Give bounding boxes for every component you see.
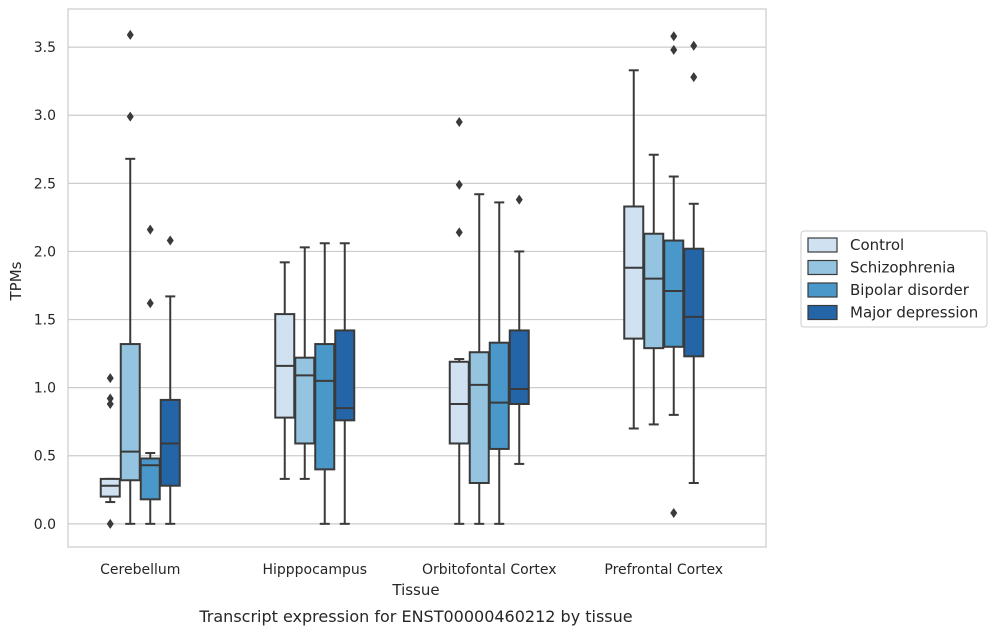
outlier-point	[126, 111, 134, 122]
legend: Control Schizophrenia Bipolar disorder Majo…	[800, 230, 988, 328]
outlier-point	[455, 117, 463, 128]
box-schizophrenia	[119, 29, 141, 525]
outlier-point	[690, 40, 698, 51]
outlier-point	[455, 227, 463, 238]
box-bipolar-disorder	[139, 224, 161, 525]
x-tick-label: Orbitofontal Cortex	[422, 562, 557, 578]
outlier-point	[455, 179, 463, 190]
outlier-point	[690, 72, 698, 83]
box-iqr	[643, 232, 665, 350]
chart-caption: Transcript expression for ENST0000046021…	[198, 607, 632, 626]
y-tick-label: 3.0	[34, 108, 56, 124]
x-tick-label: Prefrontal Cortex	[604, 562, 723, 578]
box-iqr	[334, 329, 356, 422]
box-major-depression	[159, 235, 181, 525]
outlier-point	[515, 194, 523, 205]
box-iqr	[623, 205, 645, 340]
box-schizophrenia	[643, 153, 665, 426]
x-axis-ticks: Cerebellum Hipppocampus Orbitofontal Corte…	[100, 562, 723, 578]
box-iqr	[99, 477, 121, 498]
outlier-point	[106, 393, 114, 404]
outlier-point	[126, 29, 134, 40]
outlier-point	[146, 298, 154, 309]
legend-label: Control	[850, 236, 904, 254]
y-tick-label: 3.5	[34, 40, 56, 56]
box-bipolar-disorder	[663, 31, 685, 518]
legend-swatch	[807, 282, 838, 298]
y-tick-label: 2.0	[34, 244, 56, 260]
box-iqr	[683, 247, 705, 358]
box-iqr	[448, 360, 470, 445]
box-schizophrenia	[468, 193, 490, 525]
outlier-point	[106, 373, 114, 384]
box-major-depression	[683, 40, 705, 484]
x-axis-label: Tissue	[391, 581, 439, 599]
y-tick-label: 0.5	[34, 449, 56, 465]
box-iqr	[488, 341, 510, 450]
box-iqr	[663, 239, 685, 348]
y-axis-label: TPMs	[7, 261, 25, 301]
y-axis-ticks: 0.0 0.5 1.0 1.5 2.0 2.5 3.0 3.5	[34, 40, 56, 533]
outlier-point	[106, 398, 114, 409]
legend-swatch	[807, 237, 838, 253]
legend-label: Major depression	[850, 304, 978, 322]
y-tick-label: 0.0	[34, 517, 56, 533]
y-tick-label: 1.5	[34, 313, 56, 329]
box-control	[99, 373, 121, 529]
legend-frame	[800, 230, 988, 328]
outlier-point	[166, 235, 174, 246]
legend-label: Bipolar disorder	[850, 281, 970, 299]
box-major-depression	[508, 194, 530, 465]
box-iqr	[468, 351, 490, 484]
box-major-depression	[334, 242, 356, 525]
boxes	[99, 29, 705, 529]
outlier-point	[670, 507, 678, 518]
box-iqr	[508, 329, 530, 405]
outlier-point	[106, 518, 114, 529]
x-tick-label: Hipppocampus	[262, 562, 367, 578]
outlier-point	[146, 224, 154, 235]
box-iqr	[119, 343, 141, 482]
box-iqr	[294, 356, 316, 445]
x-tick-label: Cerebellum	[100, 562, 180, 578]
box-control	[623, 69, 645, 430]
outlier-point	[670, 31, 678, 42]
legend-label: Schizophrenia	[850, 259, 955, 277]
outlier-point	[670, 44, 678, 55]
box-bipolar-disorder	[314, 242, 336, 525]
legend-swatch	[807, 304, 838, 321]
grid	[68, 46, 766, 525]
y-tick-label: 2.5	[34, 176, 56, 192]
legend-swatch	[807, 259, 838, 276]
box-iqr	[314, 343, 336, 471]
box-control	[448, 117, 470, 525]
y-tick-label: 1.0	[34, 381, 56, 397]
